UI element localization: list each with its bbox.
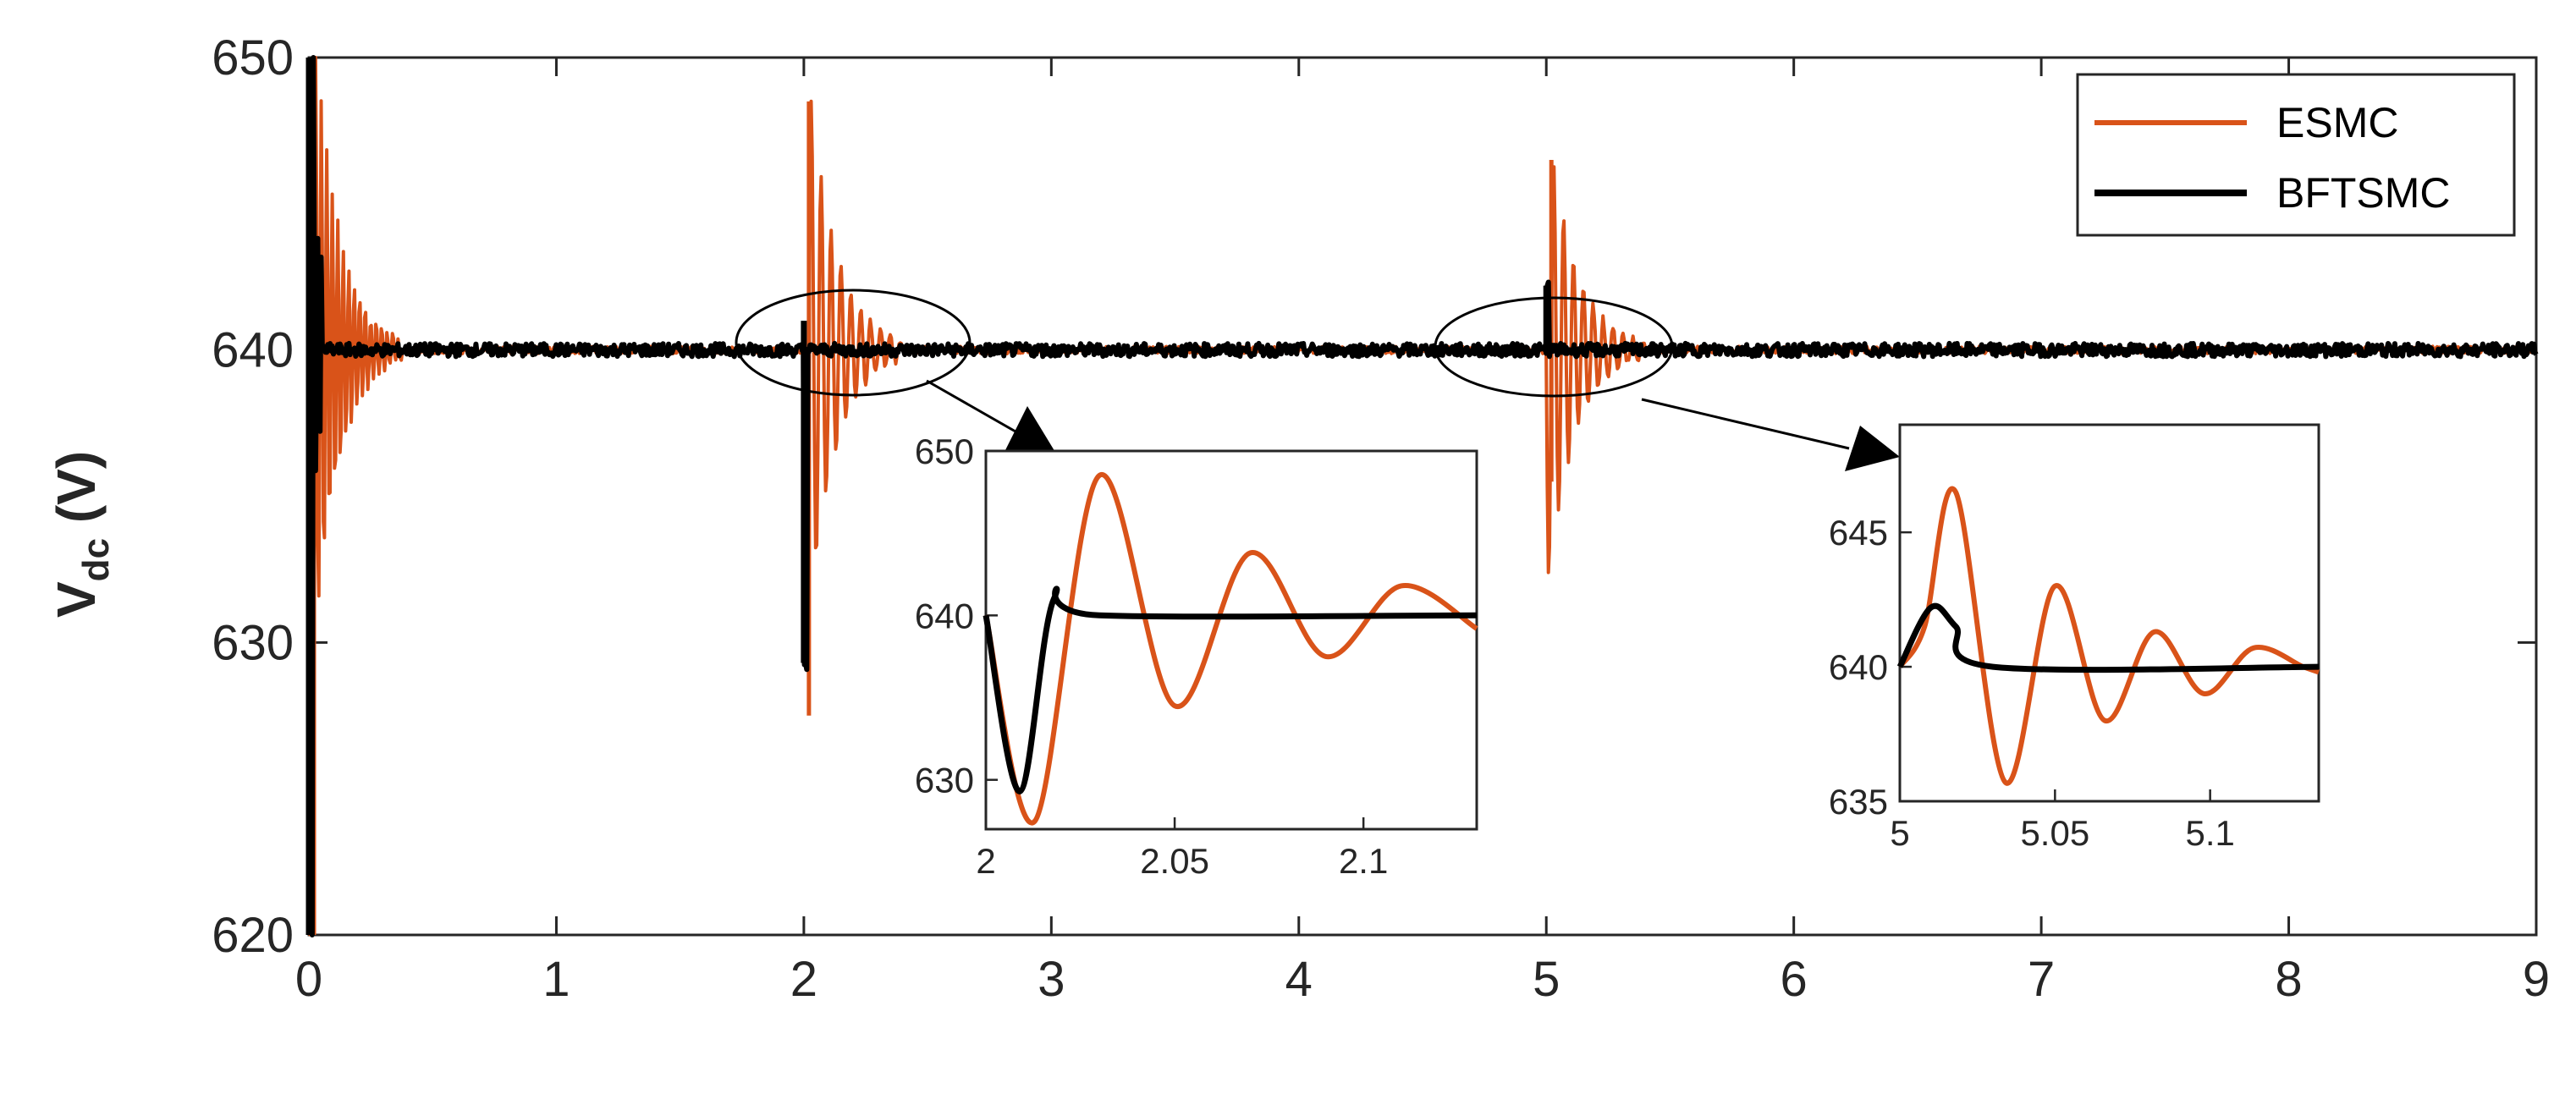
inset-plot-t5: 5 5.05 5.1 635 640 645 (1829, 423, 2320, 853)
zoom-ellipse-t5 (1434, 296, 1674, 398)
x-tick-label: 3 (1038, 952, 1065, 1007)
inset-x-tick-label: 2.05 (1140, 841, 1209, 881)
inset-frame (984, 449, 1478, 831)
arrow-line-t2 (926, 379, 1016, 433)
inset-series-line-esmc (1897, 486, 2320, 786)
inset-series-line-bftsmc (983, 585, 1478, 794)
x-tick-label: 1 (542, 952, 570, 1007)
x-tick-label: 2 (790, 952, 817, 1007)
inset-y-tick-label: 645 (1829, 513, 1888, 552)
inset-x-tick-label: 5.05 (2020, 813, 2089, 853)
legend-label-esmc: ESMC (2276, 99, 2398, 146)
series-line-bftsmc (306, 55, 2539, 937)
inset-y-tick-label: 650 (915, 432, 974, 471)
inset-frame (1898, 423, 2320, 803)
y-tick-label: 620 (212, 908, 294, 963)
legend: ESMC BFTSMC (2076, 73, 2516, 237)
inset-y-tick-label: 640 (915, 596, 974, 635)
x-tick-label: 0 (295, 952, 322, 1007)
zoom-callouts (735, 289, 1900, 471)
inset-x-tick-label: 5 (1890, 813, 1909, 853)
x-tick-label: 9 (2523, 952, 2550, 1007)
arrow-head-t2 (1004, 406, 1056, 454)
legend-box (2076, 73, 2516, 237)
x-tick-label: 5 (1533, 952, 1560, 1007)
zoom-ellipse-t2 (735, 289, 972, 397)
legend-label-bftsmc: BFTSMC (2276, 169, 2451, 217)
inset-y-tick-label: 640 (1829, 647, 1888, 687)
inset-x-tick-label: 2 (976, 841, 995, 881)
arrow-head-t5 (1845, 426, 1900, 471)
arrow-line-t5 (1641, 398, 1850, 450)
inset-series-line-bftsmc (1896, 602, 2320, 673)
x-tick-label: 8 (2275, 952, 2302, 1007)
x-tick-label: 7 (2028, 952, 2055, 1007)
y-axis-label: Vdc (V) (46, 451, 117, 618)
y-tick-label: 630 (212, 615, 294, 670)
x-tick-label: 4 (1285, 952, 1313, 1007)
y-tick-label: 650 (212, 30, 294, 85)
inset-x-tick-label: 5.1 (2185, 813, 2234, 853)
x-tick-label: 6 (1781, 952, 1808, 1007)
y-tick-label: 640 (212, 323, 294, 378)
inset-plot-t2: 2 2.05 2.1 630 640 650 (915, 432, 1478, 881)
inset-y-tick-label: 635 (1829, 782, 1888, 822)
inset-series-line-esmc (983, 472, 1478, 826)
inset-x-tick-label: 2.1 (1339, 841, 1388, 881)
inset-y-tick-label: 630 (915, 761, 974, 800)
